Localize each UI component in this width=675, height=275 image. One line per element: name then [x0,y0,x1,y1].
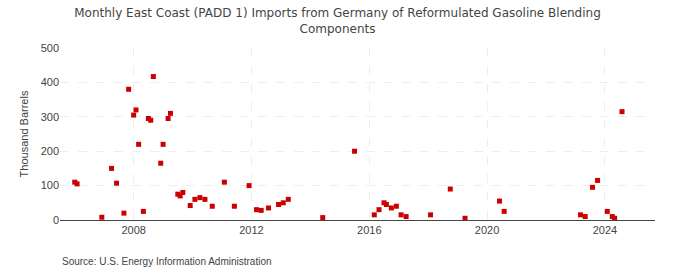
svg-text:Source: U.S. Energy Informatio: Source: U.S. Energy Information Administ… [62,256,272,267]
svg-text:0: 0 [53,214,59,226]
svg-text:Thousand Barrels: Thousand Barrels [18,90,30,177]
svg-text:200: 200 [41,145,59,157]
svg-text:400: 400 [41,76,59,88]
svg-text:300: 300 [41,111,59,123]
svg-text:500: 500 [41,42,59,54]
svg-text:2024: 2024 [593,224,617,236]
svg-text:Monthly East Coast (PADD 1) Im: Monthly East Coast (PADD 1) Imports from… [74,6,601,36]
svg-text:2008: 2008 [121,224,145,236]
svg-text:2020: 2020 [475,224,499,236]
svg-text:100: 100 [41,179,59,191]
svg-text:2012: 2012 [239,224,263,236]
svg-text:2016: 2016 [357,224,381,236]
